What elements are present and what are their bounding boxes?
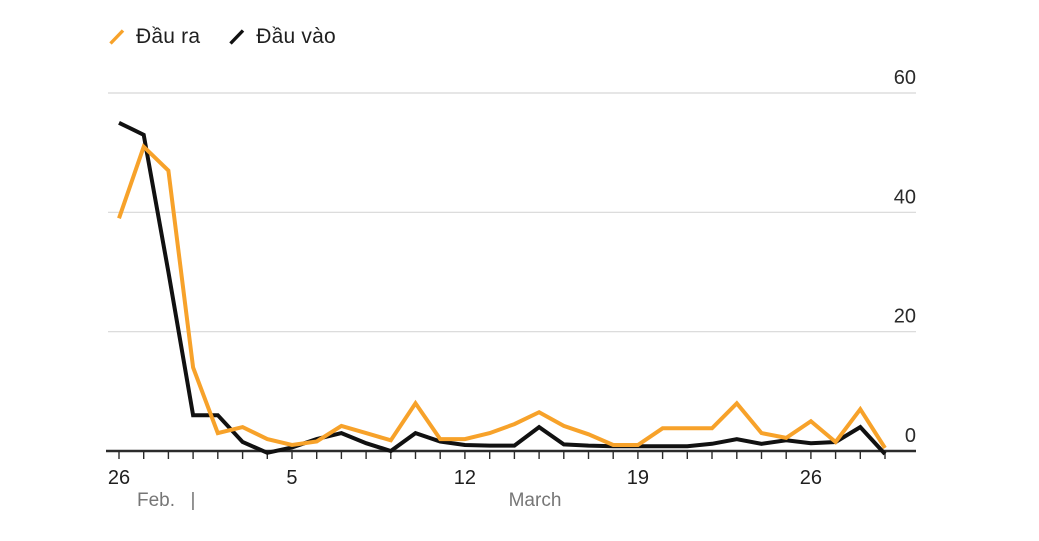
x-axis-ticks [118, 451, 886, 459]
legend-item-dau-ra: Đầu ra [108, 23, 200, 51]
dau-ra-line-swatch-icon [109, 29, 125, 45]
y-tick-label-0: 0 [905, 425, 916, 447]
y-tick-label-40: 40 [894, 186, 916, 208]
legend-label-dau-ra: Đầu ra [136, 25, 201, 48]
legend-item-dau-vao: Đầu vào [228, 23, 336, 51]
y-tick-label-60: 60 [894, 67, 916, 89]
x-tick-label-feb26: 26 [108, 467, 130, 489]
x-tick-label-mar5: 5 [286, 467, 297, 489]
legend: Đầu ra Đầu vào [108, 23, 336, 51]
y-tick-label-20: 20 [894, 306, 916, 328]
legend-label-dau-vao: Đầu vào [256, 25, 336, 48]
month-label-feb: Feb. [137, 490, 175, 511]
series-line-dau-ra [117, 143, 887, 450]
month-boundary-separator: | [191, 490, 196, 511]
x-tick-label-mar19: 19 [627, 467, 649, 489]
x-tick-label-mar12: 12 [454, 467, 476, 489]
month-label-march: March [509, 490, 562, 511]
dau-vao-line-swatch-icon [229, 29, 245, 45]
x-tick-label-mar26: 26 [800, 467, 822, 489]
series-line-dau-vao [118, 121, 887, 456]
